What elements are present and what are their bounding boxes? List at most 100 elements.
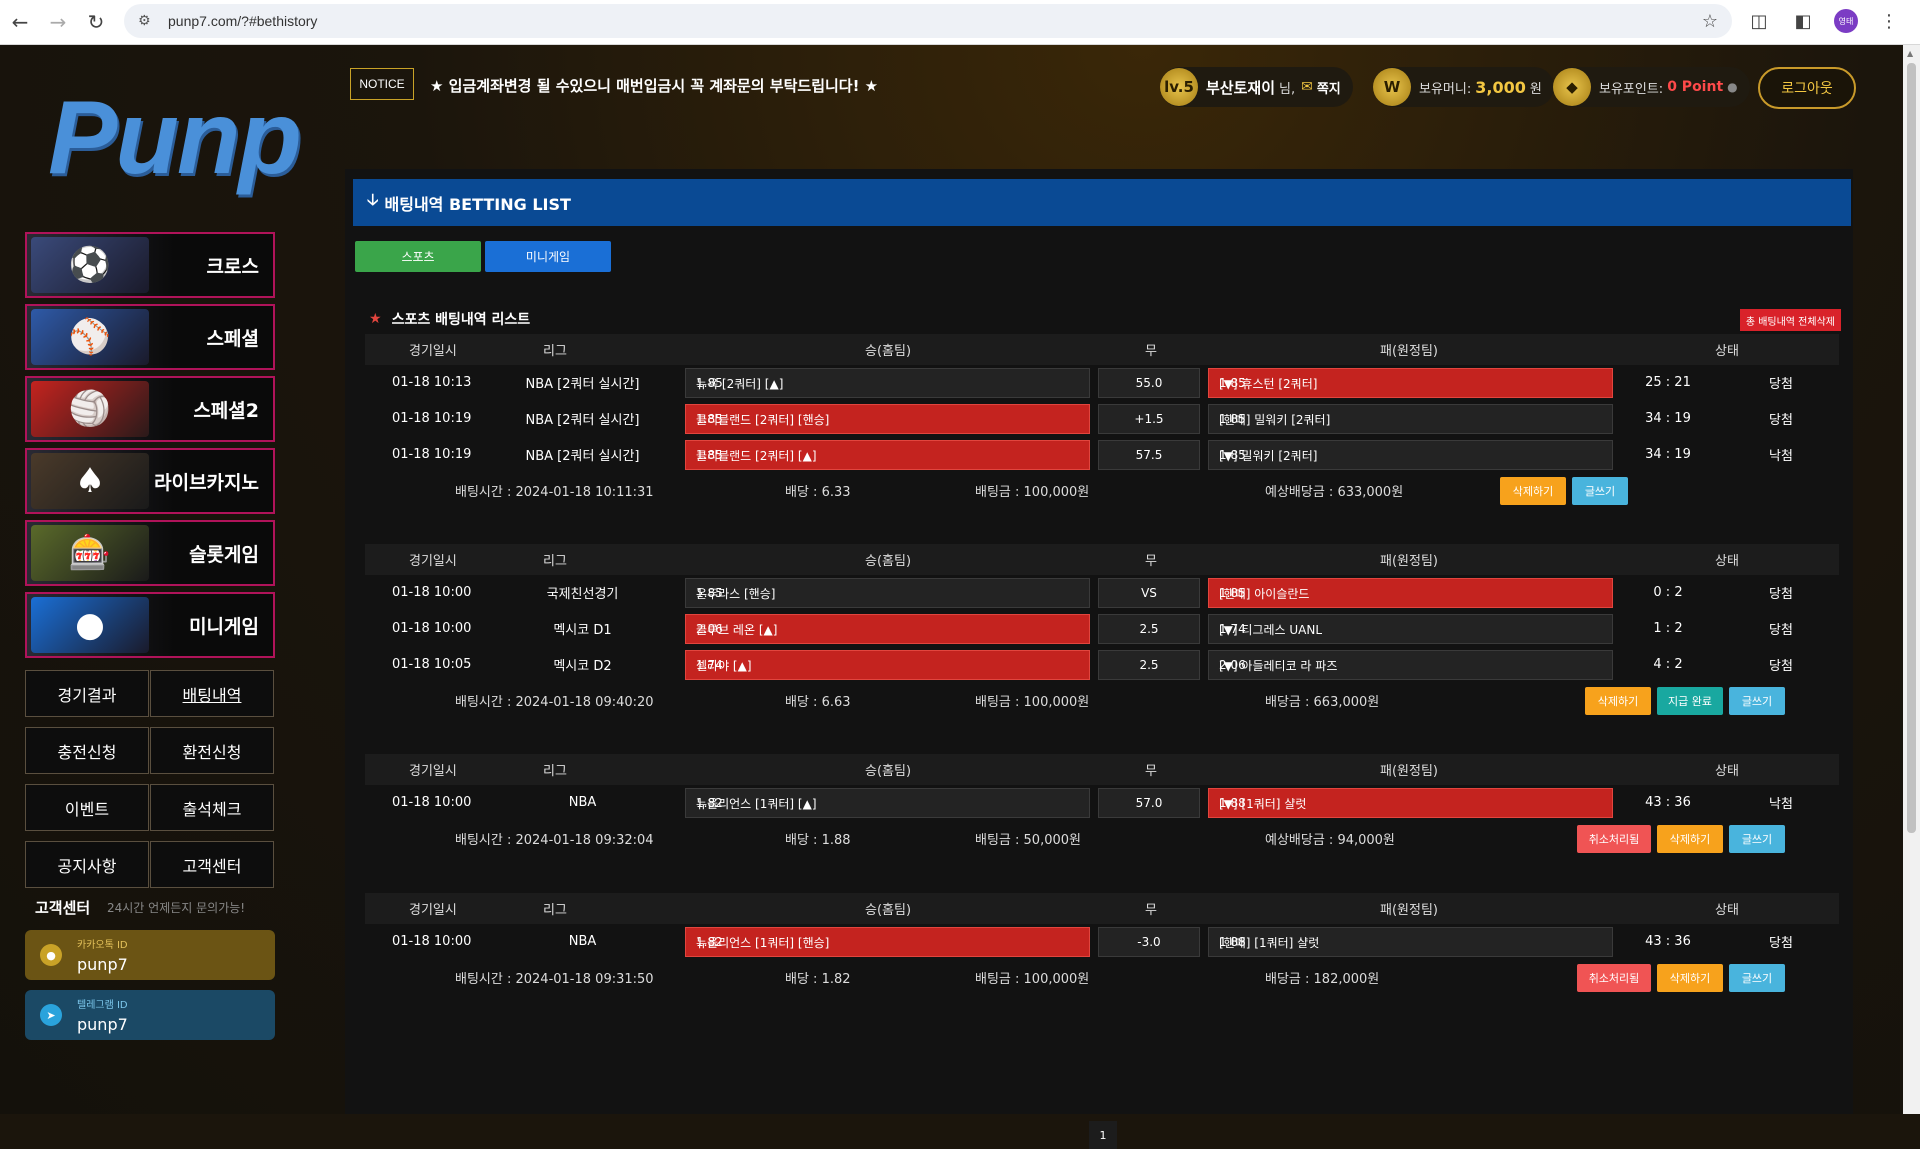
menu-kebab-icon[interactable]: ⋮ xyxy=(1880,10,1898,32)
notice-button[interactable]: 공지사항 xyxy=(25,841,149,888)
tab-sports[interactable]: 스포츠 xyxy=(355,241,481,272)
column-header-row: 경기일시 리그 승(홈팀) 무 패(원정팀) 상태 xyxy=(365,334,1839,365)
delete-bet-button[interactable]: 삭제하기 xyxy=(1657,825,1723,853)
away-pick-cell[interactable]: 1.85 [▼] 밀워키 [2쿼터] xyxy=(1208,440,1613,470)
site-info-icon[interactable]: ⚙ xyxy=(138,13,151,29)
write-post-button[interactable]: 글쓰기 xyxy=(1729,825,1785,853)
away-pick-cell[interactable]: 1.85 [핸패] 밀워키 [2쿼터] xyxy=(1208,404,1613,434)
away-odds: 1.74 xyxy=(1219,622,1246,636)
side-panel-icon[interactable]: ◧ xyxy=(1794,10,1812,32)
back-icon[interactable]: ← xyxy=(11,10,29,34)
point-convert-icon[interactable]: ● xyxy=(1727,80,1738,94)
tab-minigame[interactable]: 미니게임 xyxy=(485,241,611,272)
withdraw-button[interactable]: 환전신청 xyxy=(150,727,274,774)
page-scrollbar[interactable]: ▲ xyxy=(1903,45,1920,1114)
home-odds: 2.06 xyxy=(696,622,723,636)
menu-special2[interactable]: 🏐 스페셜2 xyxy=(25,376,275,442)
envelope-icon[interactable]: ✉ xyxy=(1301,79,1313,95)
address-bar[interactable]: ⚙ punp7.com/?#bethistory ☆ xyxy=(124,4,1732,38)
page: Punp ⚽ 크로스 ⚾ 스페셜 🏐 스페셜2 ♠ 라이브카지노 🎰 슬롯게임 … xyxy=(0,45,1903,1149)
home-odds: 1.85 xyxy=(696,448,723,462)
col-date: 경기일시 xyxy=(409,903,457,918)
home-pick-cell[interactable]: 뉴올리언스 [1쿼터] [▲] 1.82 xyxy=(685,788,1090,818)
write-post-button[interactable]: 글쓰기 xyxy=(1572,477,1628,505)
home-pick-cell[interactable]: 클루브 레온 [▲] 2.06 xyxy=(685,614,1090,644)
col-draw: 무 xyxy=(1145,903,1157,918)
away-pick-cell[interactable]: 2.06 [▼] 아들레티코 라 파즈 xyxy=(1208,650,1613,680)
user-pill: lv.5 부산토재이 님, ✉ 쪽지 xyxy=(1160,67,1353,107)
draw-cell[interactable]: +1.5 xyxy=(1098,404,1200,434)
write-post-button[interactable]: 글쓰기 xyxy=(1729,687,1785,715)
menu-minigame[interactable]: ● 미니게임 xyxy=(25,592,275,658)
grid-label: 고객센터 xyxy=(182,856,242,876)
home-pick-cell[interactable]: 클리블랜드 [2쿼터] [▲] 1.85 xyxy=(685,440,1090,470)
forward-icon[interactable]: → xyxy=(49,10,67,34)
customer-center-button[interactable]: 고객센터 xyxy=(150,841,274,888)
menu-cross[interactable]: ⚽ 크로스 xyxy=(25,232,275,298)
scrollbar-thumb[interactable] xyxy=(1907,63,1916,833)
cancelled-button[interactable]: 취소처리됨 xyxy=(1577,825,1651,853)
minigame-icon: ● xyxy=(31,597,149,653)
row-result: 당첨 xyxy=(1769,412,1793,428)
home-pick-cell[interactable]: 온두라스 [핸승] 1.85 xyxy=(685,578,1090,608)
home-pick-cell[interactable]: 뉴올리언스 [1쿼터] [핸승] 1.82 xyxy=(685,927,1090,957)
event-button[interactable]: 이벤트 xyxy=(25,784,149,831)
main-panel: 🡣 배팅내역 BETTING LIST 스포츠 미니게임 ★ 스포츠 배팅내역 … xyxy=(345,169,1853,1149)
menu-label: 라이브카지노 xyxy=(154,471,259,494)
col-home: 승(홈팀) xyxy=(865,764,912,779)
delete-bet-button[interactable]: 삭제하기 xyxy=(1500,477,1566,505)
money-pill: W 보유머니: 3,000 원 xyxy=(1373,67,1554,107)
kakao-contact[interactable]: ● 카카오톡 ID punp7 xyxy=(25,930,275,980)
cs-subtitle: 24시간 언제든지 문의가능! xyxy=(107,901,246,915)
game-results-button[interactable]: 경기결과 xyxy=(25,670,149,717)
row-date: 01-18 10:13 xyxy=(392,374,472,390)
delete-bet-button[interactable]: 삭제하기 xyxy=(1585,687,1651,715)
menu-live-casino[interactable]: ♠ 라이브카지노 xyxy=(25,448,275,514)
logout-button[interactable]: 로그아웃 xyxy=(1758,67,1856,109)
draw-cell[interactable]: 57.5 xyxy=(1098,440,1200,470)
away-pick-cell[interactable]: 1.88 [핸패] [1쿼터] 샬럿 xyxy=(1208,927,1613,957)
telegram-contact[interactable]: ➤ 텔레그램 ID punp7 xyxy=(25,990,275,1040)
grid-label: 충전신청 xyxy=(57,742,117,762)
message-link[interactable]: 쪽지 xyxy=(1316,81,1341,97)
menu-label: 스페셜 xyxy=(206,327,259,350)
bet-amount: 배팅금 : 50,000원 xyxy=(975,832,1081,848)
menu-slot[interactable]: 🎰 슬롯게임 xyxy=(25,520,275,586)
draw-cell[interactable]: 2.5 xyxy=(1098,650,1200,680)
draw-cell[interactable]: 55.0 xyxy=(1098,368,1200,398)
col-draw: 무 xyxy=(1145,344,1157,359)
star-icon: ★ xyxy=(369,311,382,327)
bookmark-star-icon[interactable]: ☆ xyxy=(1701,10,1718,32)
site-logo[interactable]: Punp xyxy=(48,80,302,196)
draw-cell[interactable]: VS xyxy=(1098,578,1200,608)
draw-cell[interactable]: 57.0 xyxy=(1098,788,1200,818)
write-post-button[interactable]: 글쓰기 xyxy=(1729,964,1785,992)
draw-cell[interactable]: -3.0 xyxy=(1098,927,1200,957)
away-pick-cell[interactable]: 1.85 [핸패] 아이슬란드 xyxy=(1208,578,1613,608)
away-pick-cell[interactable]: 1.88 [▼] [1쿼터] 샬럿 xyxy=(1208,788,1613,818)
draw-cell[interactable]: 2.5 xyxy=(1098,614,1200,644)
page-number[interactable]: 1 xyxy=(1089,1121,1117,1149)
col-home: 승(홈팀) xyxy=(865,554,912,569)
reload-icon[interactable]: ↻ xyxy=(87,10,105,34)
bet-history-button[interactable]: 배팅내역 xyxy=(150,670,274,717)
delete-bet-button[interactable]: 삭제하기 xyxy=(1657,964,1723,992)
away-pick-cell[interactable]: 1.85 [▼] 휴스턴 [2쿼터] xyxy=(1208,368,1613,398)
bet-payout: 예상배당금 : 633,000원 xyxy=(1265,484,1404,500)
scroll-up-icon[interactable]: ▲ xyxy=(1907,49,1914,58)
home-odds: 1.85 xyxy=(696,586,723,600)
delete-all-button[interactable]: 총 배팅내역 전체삭제 xyxy=(1739,309,1841,331)
paid-complete-button[interactable]: 지급 완료 xyxy=(1657,687,1723,715)
away-pick-cell[interactable]: 1.74 [▼] 티그레스 UANL xyxy=(1208,614,1613,644)
extensions-icon[interactable]: ◫ xyxy=(1750,10,1768,32)
col-league: 리그 xyxy=(543,554,567,569)
home-pick-cell[interactable]: 뉴욕 [2쿼터] [▲] 1.85 xyxy=(685,368,1090,398)
home-pick-cell[interactable]: 클리블랜드 [2쿼터] [핸승] 1.85 xyxy=(685,404,1090,434)
menu-special[interactable]: ⚾ 스페셜 xyxy=(25,304,275,370)
cancelled-button[interactable]: 취소처리됨 xyxy=(1577,964,1651,992)
profile-avatar[interactable]: 영태 xyxy=(1834,9,1858,33)
list-title: 스포츠 배팅내역 리스트 xyxy=(391,312,531,328)
attendance-button[interactable]: 출석체크 xyxy=(150,784,274,831)
home-pick-cell[interactable]: 셀라야 [▲] 1.74 xyxy=(685,650,1090,680)
deposit-button[interactable]: 충전신청 xyxy=(25,727,149,774)
